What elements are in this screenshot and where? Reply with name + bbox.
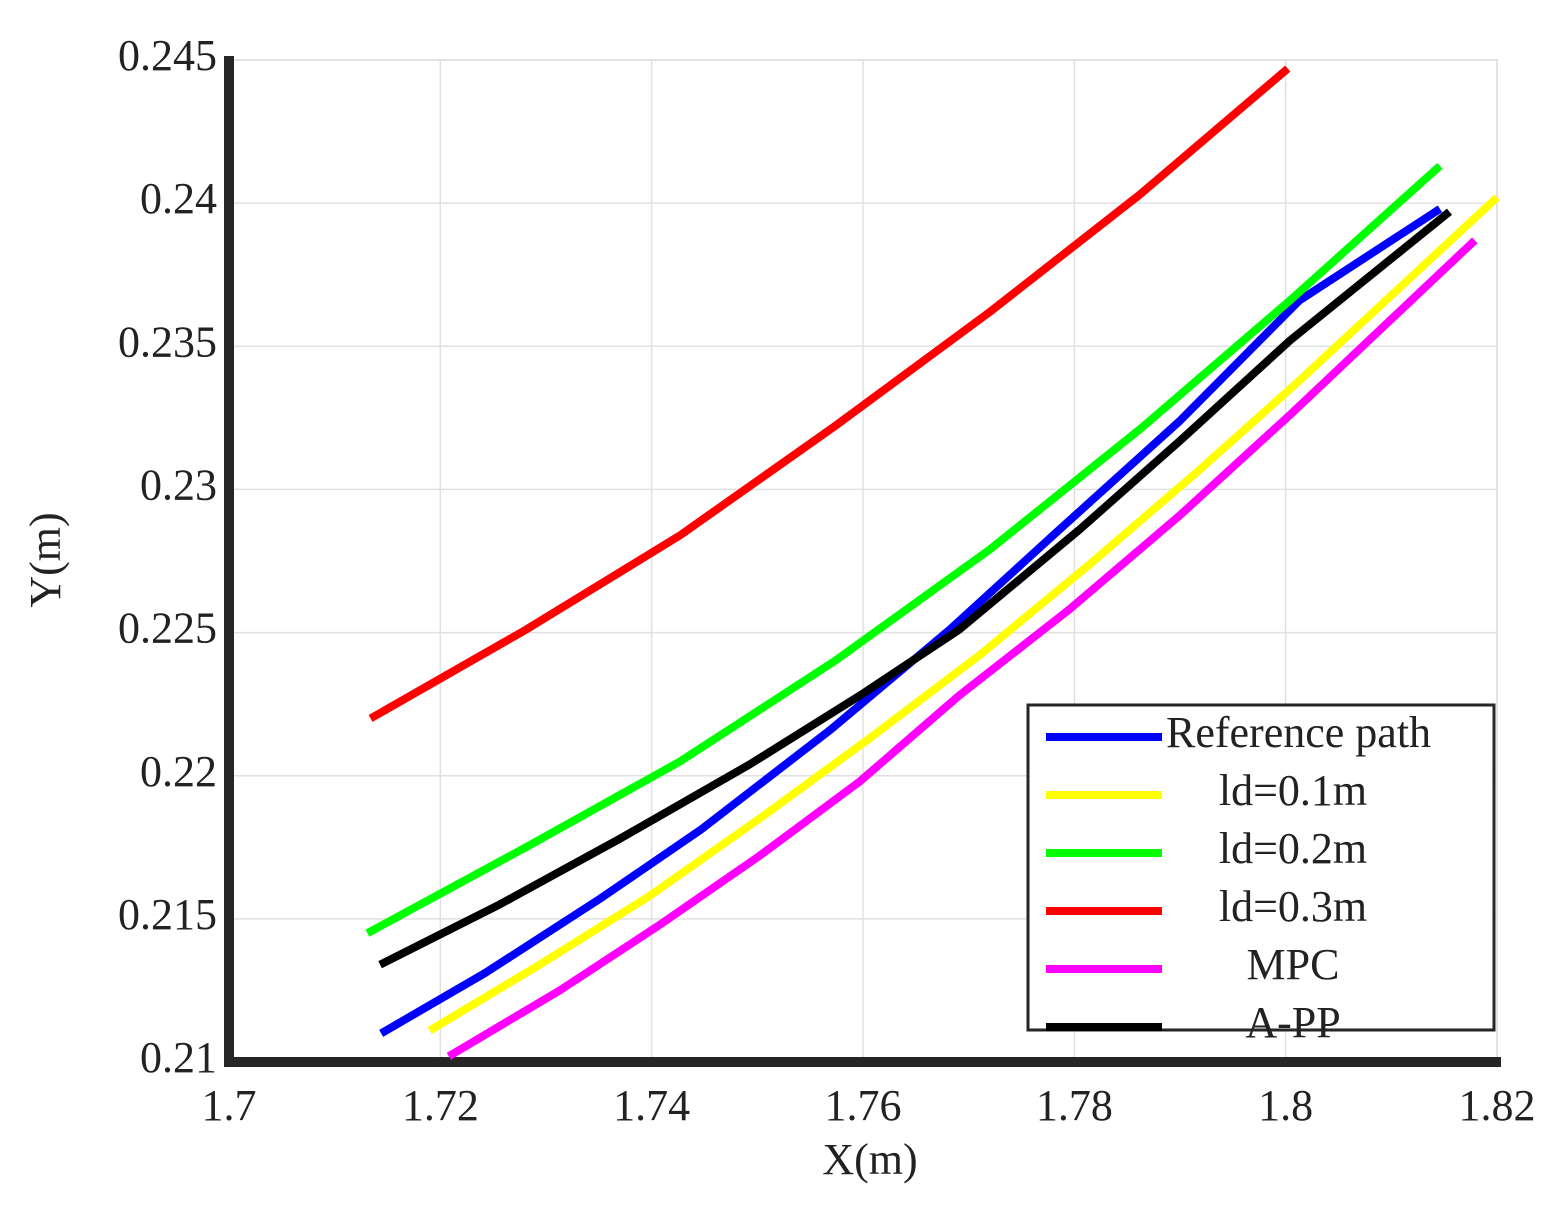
legend-box [1026,703,1496,1032]
legend-label: ld=0.1m [1219,766,1367,815]
legend-label: MPC [1247,940,1340,989]
y-tick-label: 0.215 [118,890,217,939]
x-axis-label: X(m) [822,1135,917,1184]
y-tick-label: 0.24 [140,174,217,223]
series-line [378,208,1452,969]
y-tick-label: 0.23 [140,461,217,510]
x-tick-label: 1.78 [1036,1081,1113,1130]
x-tick-label: 1.74 [613,1081,690,1130]
y-tick-label: 0.225 [118,604,217,653]
y-tick-label: 0.22 [140,747,217,796]
x-tick-label: 1.7 [202,1081,257,1130]
series-line [368,65,1291,722]
y-axis-label: Y(m) [21,512,70,607]
legend-label: ld=0.3m [1219,882,1367,931]
series-line [365,162,1443,937]
x-tick-label: 1.8 [1258,1081,1313,1130]
y-tick-label: 0.245 [118,31,217,80]
legend-label: ld=0.2m [1219,824,1367,873]
x-tick-label: 1.72 [402,1081,479,1130]
x-tick-label: 1.82 [1459,1081,1536,1130]
x-tick-label: 1.76 [825,1081,902,1130]
series-line [427,194,1500,1034]
y-tick-label: 0.21 [140,1033,217,1082]
y-tick-label: 0.235 [118,317,217,366]
legend-label: A-PP [1245,998,1340,1047]
legend-label: Reference path [1166,708,1431,757]
series-line [446,237,1478,1060]
